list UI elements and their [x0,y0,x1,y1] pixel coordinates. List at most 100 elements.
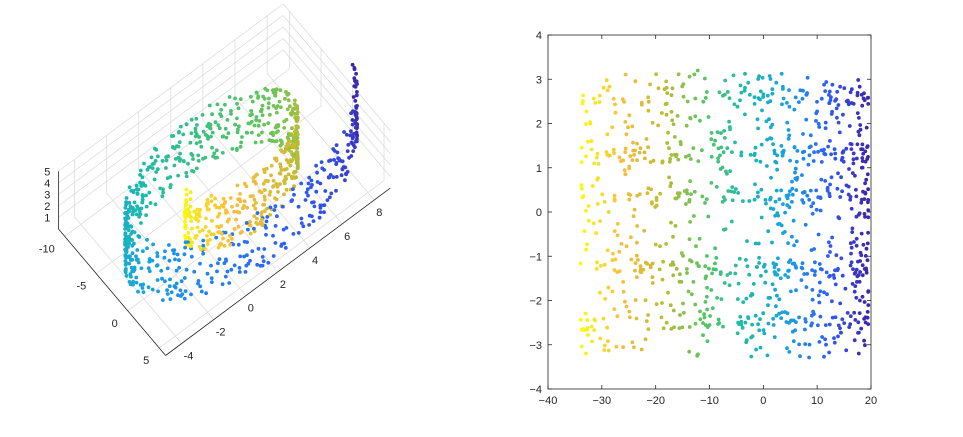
scatter2d-point [798,354,802,359]
scatter3d-point [285,92,290,97]
scatter3d-point [274,87,279,92]
scatter3d-point [299,216,304,221]
scatter2d-point [797,100,801,104]
scatter2d-point [754,158,759,163]
scatter2d-point [610,125,615,130]
scatter2d-point [855,280,859,284]
scatter3d-point [172,163,177,168]
scatter2d-point [611,147,616,152]
scatter2d-point [794,177,799,182]
scatter2d-point [615,233,620,238]
scatter2d-point [589,147,594,152]
scatter3d-point [318,203,323,208]
scatter2d-point [788,158,792,163]
scatter2d-point [588,121,593,126]
scatter3d-point [221,196,226,201]
scatter3d-point [178,288,183,293]
scatter3d-point [204,291,209,296]
scatter2d-point [834,106,839,111]
scatter3d-point [193,126,198,131]
scatter2d-point [813,269,817,274]
scatter3d-point [174,281,179,286]
scatter2d-point [703,96,708,100]
scatter3d-point [123,205,128,210]
scatter3d-point [137,209,142,214]
scatter3d-point [197,211,201,216]
scatter3d-point [123,216,127,221]
scatter2d-point [811,159,816,163]
scatter3d-point [141,249,145,254]
scatter2d-point [835,115,839,120]
scatter2d-point [689,259,694,264]
scatter3d-point [184,192,189,197]
scatter3d-point [268,212,272,217]
scatter3d-point [230,237,234,241]
scatter2d-point [820,335,824,339]
scatter2d-point [828,98,833,103]
scatter2d-point [781,231,785,236]
scatter2d-point [695,261,699,266]
scatter3d-point [188,204,193,209]
scatter2d-point [759,142,764,147]
scatter2d-point [756,194,760,199]
scatter2d-point [840,150,845,155]
scatter3d-point [155,251,160,255]
scatter2d-point [606,285,611,290]
scatter2d-point [856,320,861,325]
scatter3d-point [255,172,259,177]
scatter3d-point [177,129,181,134]
scatter3d-point [143,183,148,188]
scatter2d-point [592,317,597,322]
scatter2d-point [828,244,833,248]
scatter3d-point [200,228,205,233]
scatter2d-point [770,91,775,96]
scatter2d-point [840,155,845,160]
scatter2d-point [787,189,792,194]
scatter2d-point [860,142,865,147]
scatter3d-point [238,144,243,149]
scatter2d-point [617,249,622,254]
scatter3d-point [237,210,242,215]
y-tick-label: 4 [536,30,542,42]
scatter2d-point [595,260,599,265]
scatter2d-point [688,157,693,161]
scatter2d-point [681,310,686,315]
scatter3d-point [347,155,351,160]
scatter3d-point [355,90,359,94]
scatter3d-point [213,196,217,201]
scatter2d-point [798,88,803,93]
scatter2d-point [775,167,779,172]
scatter2d-point [645,191,650,196]
scatter2d-point [632,153,636,157]
scatter2d-point [752,153,757,158]
scatter3d-point [130,251,135,256]
scatter2d-point [592,328,596,332]
scatter3d-point [123,211,127,215]
scatter3d-point [288,104,292,109]
scatter3d-point [223,102,227,107]
scatter2d-point [775,293,779,298]
scatter3d-point [183,240,188,245]
scatter2d-point [697,236,702,241]
scatter2d-point [758,345,763,350]
scatter2d-point [792,107,797,112]
scatter2d-point [716,317,721,322]
scatter2d-point [584,154,588,159]
scatter2d-point [836,323,841,328]
wall-gridline-z [58,15,284,184]
scatter2d-point [602,343,607,348]
scatter2d-point [839,256,844,261]
scatter2d-point [849,251,853,256]
scatter2d-point [789,318,794,323]
scatter2d-point [766,100,770,105]
scatter2d-point [758,89,763,94]
scatter2d-point [685,99,690,104]
scatter2d-point [807,145,812,150]
scatter3d-point [228,242,233,247]
scatter2d-point [642,150,647,155]
scatter2d-point [773,213,778,218]
scatter2d-point [824,80,829,84]
scatter2d-point [594,267,599,271]
scatter2d-point [727,283,732,288]
scatter2d-point [862,338,866,343]
